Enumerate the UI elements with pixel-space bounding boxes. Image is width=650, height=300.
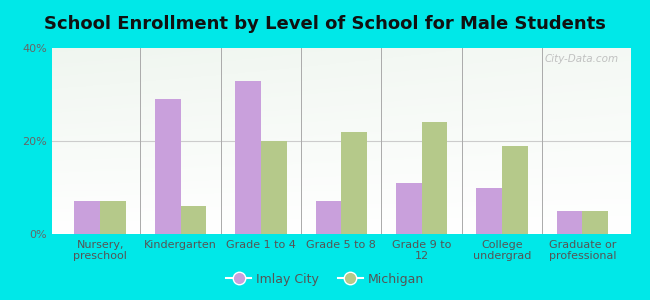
Text: School Enrollment by Level of School for Male Students: School Enrollment by Level of School for… [44,15,606,33]
Legend: Imlay City, Michigan: Imlay City, Michigan [221,268,429,291]
Bar [100,202,126,234]
Bar [75,202,100,234]
Bar [582,211,608,234]
Bar [396,183,422,234]
Bar [315,202,341,234]
Bar [181,206,206,234]
Text: City-Data.com: City-Data.com [545,54,619,64]
Bar [235,80,261,234]
Bar [155,99,181,234]
Bar [556,211,582,234]
Bar [476,188,502,234]
Bar [341,132,367,234]
Bar [261,141,287,234]
Bar [422,122,447,234]
Bar [502,146,528,234]
